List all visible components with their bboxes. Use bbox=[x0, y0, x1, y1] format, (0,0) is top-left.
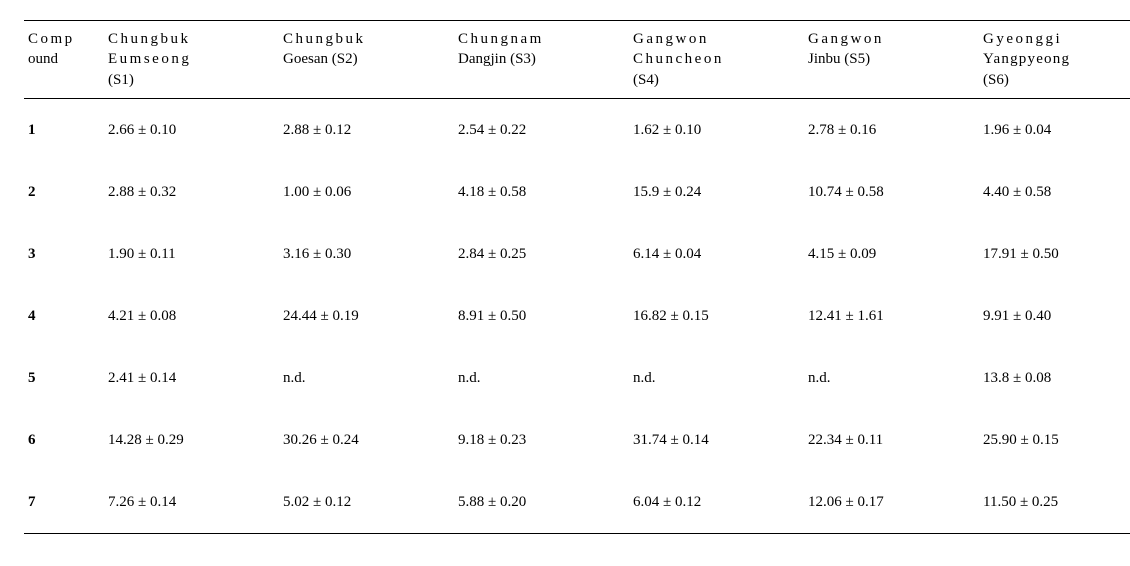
cell-value: 2.88 ± 0.32 bbox=[104, 161, 279, 223]
cell-value: 1.96 ± 0.04 bbox=[979, 98, 1130, 161]
cell-value: 25.90 ± 0.15 bbox=[979, 409, 1130, 471]
cell-value: 4.40 ± 0.58 bbox=[979, 161, 1130, 223]
header-text: Chungbuk bbox=[108, 31, 191, 47]
cell-value: n.d. bbox=[804, 347, 979, 409]
cell-value: 17.91 ± 0.50 bbox=[979, 223, 1130, 285]
header-text: ound bbox=[28, 51, 58, 67]
header-text: (S4) bbox=[633, 72, 659, 88]
cell-value: 5.88 ± 0.20 bbox=[454, 471, 629, 534]
header-text: Gyeonggi bbox=[983, 31, 1062, 47]
cell-value: 1.90 ± 0.11 bbox=[104, 223, 279, 285]
table-row: 6 14.28 ± 0.29 30.26 ± 0.24 9.18 ± 0.23 … bbox=[24, 409, 1130, 471]
table-row: 7 7.26 ± 0.14 5.02 ± 0.12 5.88 ± 0.20 6.… bbox=[24, 471, 1130, 534]
col-header-compound: Comp ound bbox=[24, 21, 104, 99]
header-text: Goesan (S2) bbox=[283, 51, 358, 67]
col-header-s1: Chungbuk Eumseong (S1) bbox=[104, 21, 279, 99]
header-text: (S6) bbox=[983, 72, 1009, 88]
header-text: Chungnam bbox=[458, 31, 544, 47]
cell-value: n.d. bbox=[629, 347, 804, 409]
cell-value: 2.54 ± 0.22 bbox=[454, 98, 629, 161]
header-text: Gangwon bbox=[633, 31, 709, 47]
cell-value: 13.8 ± 0.08 bbox=[979, 347, 1130, 409]
cell-value: 22.34 ± 0.11 bbox=[804, 409, 979, 471]
cell-value: 9.18 ± 0.23 bbox=[454, 409, 629, 471]
cell-value: 3.16 ± 0.30 bbox=[279, 223, 454, 285]
cell-value: 1.00 ± 0.06 bbox=[279, 161, 454, 223]
header-text: Eumseong bbox=[108, 51, 191, 67]
compound-data-table: Comp ound Chungbuk Eumseong (S1) Chungbu… bbox=[24, 20, 1130, 534]
cell-value: 4.18 ± 0.58 bbox=[454, 161, 629, 223]
table-row: 3 1.90 ± 0.11 3.16 ± 0.30 2.84 ± 0.25 6.… bbox=[24, 223, 1130, 285]
cell-compound: 1 bbox=[24, 98, 104, 161]
cell-value: 2.84 ± 0.25 bbox=[454, 223, 629, 285]
header-text: Yangpyeong bbox=[983, 51, 1070, 67]
cell-value: 8.91 ± 0.50 bbox=[454, 285, 629, 347]
cell-value: 1.62 ± 0.10 bbox=[629, 98, 804, 161]
cell-value: 2.66 ± 0.10 bbox=[104, 98, 279, 161]
table-header: Comp ound Chungbuk Eumseong (S1) Chungbu… bbox=[24, 21, 1130, 99]
cell-value: 2.78 ± 0.16 bbox=[804, 98, 979, 161]
cell-value: 12.06 ± 0.17 bbox=[804, 471, 979, 534]
cell-compound: 4 bbox=[24, 285, 104, 347]
header-text: Comp bbox=[28, 31, 75, 47]
col-header-s6: Gyeonggi Yangpyeong (S6) bbox=[979, 21, 1130, 99]
cell-value: 4.15 ± 0.09 bbox=[804, 223, 979, 285]
col-header-s2: Chungbuk Goesan (S2) bbox=[279, 21, 454, 99]
table-row: 4 4.21 ± 0.08 24.44 ± 0.19 8.91 ± 0.50 1… bbox=[24, 285, 1130, 347]
header-text: Jinbu (S5) bbox=[808, 51, 870, 67]
cell-value: 5.02 ± 0.12 bbox=[279, 471, 454, 534]
cell-value: 11.50 ± 0.25 bbox=[979, 471, 1130, 534]
cell-value: 24.44 ± 0.19 bbox=[279, 285, 454, 347]
cell-value: 14.28 ± 0.29 bbox=[104, 409, 279, 471]
table-row: 2 2.88 ± 0.32 1.00 ± 0.06 4.18 ± 0.58 15… bbox=[24, 161, 1130, 223]
cell-value: 10.74 ± 0.58 bbox=[804, 161, 979, 223]
cell-compound: 3 bbox=[24, 223, 104, 285]
table-header-row: Comp ound Chungbuk Eumseong (S1) Chungbu… bbox=[24, 21, 1130, 99]
col-header-s5: Gangwon Jinbu (S5) bbox=[804, 21, 979, 99]
cell-value: 30.26 ± 0.24 bbox=[279, 409, 454, 471]
cell-value: 16.82 ± 0.15 bbox=[629, 285, 804, 347]
cell-value: 15.9 ± 0.24 bbox=[629, 161, 804, 223]
table-row: 5 2.41 ± 0.14 n.d. n.d. n.d. n.d. 13.8 ±… bbox=[24, 347, 1130, 409]
cell-value: 12.41 ± 1.61 bbox=[804, 285, 979, 347]
cell-value: 2.88 ± 0.12 bbox=[279, 98, 454, 161]
col-header-s3: Chungnam Dangjin (S3) bbox=[454, 21, 629, 99]
cell-value: 31.74 ± 0.14 bbox=[629, 409, 804, 471]
col-header-s4: Gangwon Chuncheon (S4) bbox=[629, 21, 804, 99]
header-text: Chungbuk bbox=[283, 31, 366, 47]
header-text: Chuncheon bbox=[633, 51, 724, 67]
cell-value: n.d. bbox=[279, 347, 454, 409]
header-text: (S1) bbox=[108, 72, 134, 88]
cell-value: 9.91 ± 0.40 bbox=[979, 285, 1130, 347]
cell-value: 4.21 ± 0.08 bbox=[104, 285, 279, 347]
cell-value: 7.26 ± 0.14 bbox=[104, 471, 279, 534]
cell-value: n.d. bbox=[454, 347, 629, 409]
cell-compound: 7 bbox=[24, 471, 104, 534]
header-text: Gangwon bbox=[808, 31, 884, 47]
header-text: Dangjin (S3) bbox=[458, 51, 536, 67]
table-body: 1 2.66 ± 0.10 2.88 ± 0.12 2.54 ± 0.22 1.… bbox=[24, 98, 1130, 533]
table-row: 1 2.66 ± 0.10 2.88 ± 0.12 2.54 ± 0.22 1.… bbox=[24, 98, 1130, 161]
cell-value: 2.41 ± 0.14 bbox=[104, 347, 279, 409]
cell-compound: 5 bbox=[24, 347, 104, 409]
cell-value: 6.14 ± 0.04 bbox=[629, 223, 804, 285]
cell-value: 6.04 ± 0.12 bbox=[629, 471, 804, 534]
cell-compound: 6 bbox=[24, 409, 104, 471]
cell-compound: 2 bbox=[24, 161, 104, 223]
